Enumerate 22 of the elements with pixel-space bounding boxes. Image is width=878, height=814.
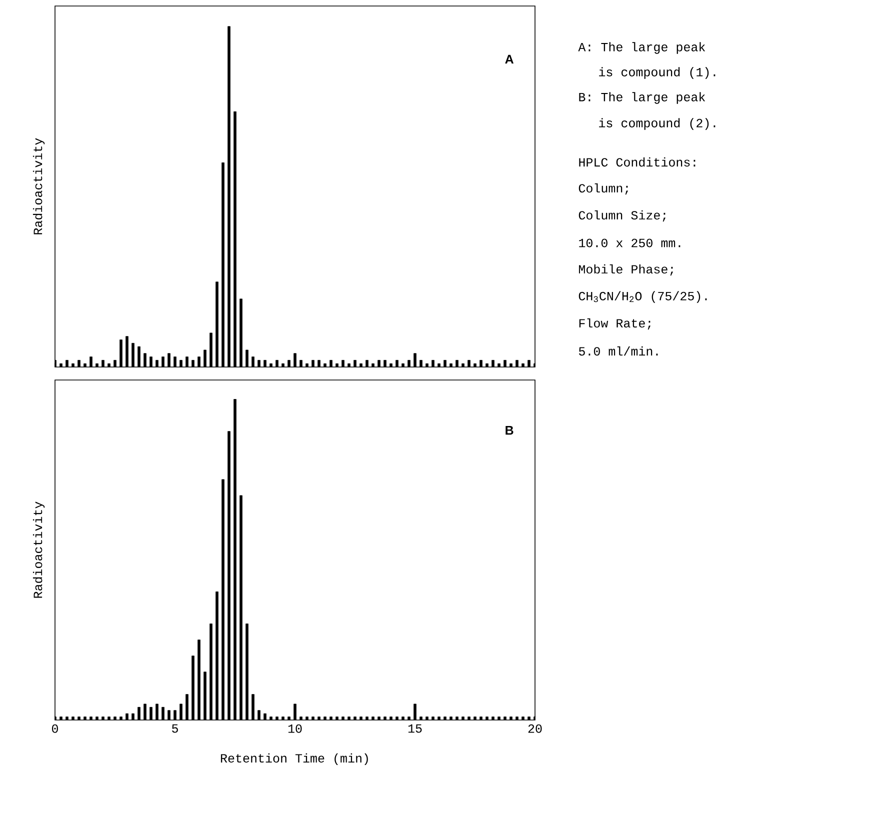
x-axis-title: Retention Time (min)	[220, 753, 368, 766]
text: is compound (2).	[599, 118, 716, 130]
x-tick-label: 5	[172, 724, 178, 733]
text: Column;	[578, 183, 628, 195]
text: CH$_{3}$CN/H$_{2}$O (75/25).	[578, 291, 707, 303]
text: 10.0 x 250 mm.	[579, 238, 680, 248]
text: B: The large peak	[579, 92, 706, 104]
text: Mobile Phase;	[578, 264, 674, 276]
x-tick-label: 0	[52, 724, 58, 733]
x-tick-label: 10	[288, 724, 302, 733]
x-tick-label: 15	[408, 724, 422, 733]
text: Column Size;	[578, 210, 666, 222]
y-axis-title: Radioactivity	[32, 502, 45, 598]
text: Flow Rate;	[579, 318, 651, 330]
text: A	[505, 54, 514, 64]
text: is compound (1).	[599, 67, 716, 79]
text: B	[506, 426, 514, 435]
text: A: The large peak	[578, 42, 706, 54]
text: HPLC Conditions:	[579, 157, 696, 167]
text: 5.0 ml/min.	[578, 346, 658, 356]
y-axis-title: Radioactivity	[32, 138, 45, 234]
x-tick-label: 20	[528, 724, 542, 733]
